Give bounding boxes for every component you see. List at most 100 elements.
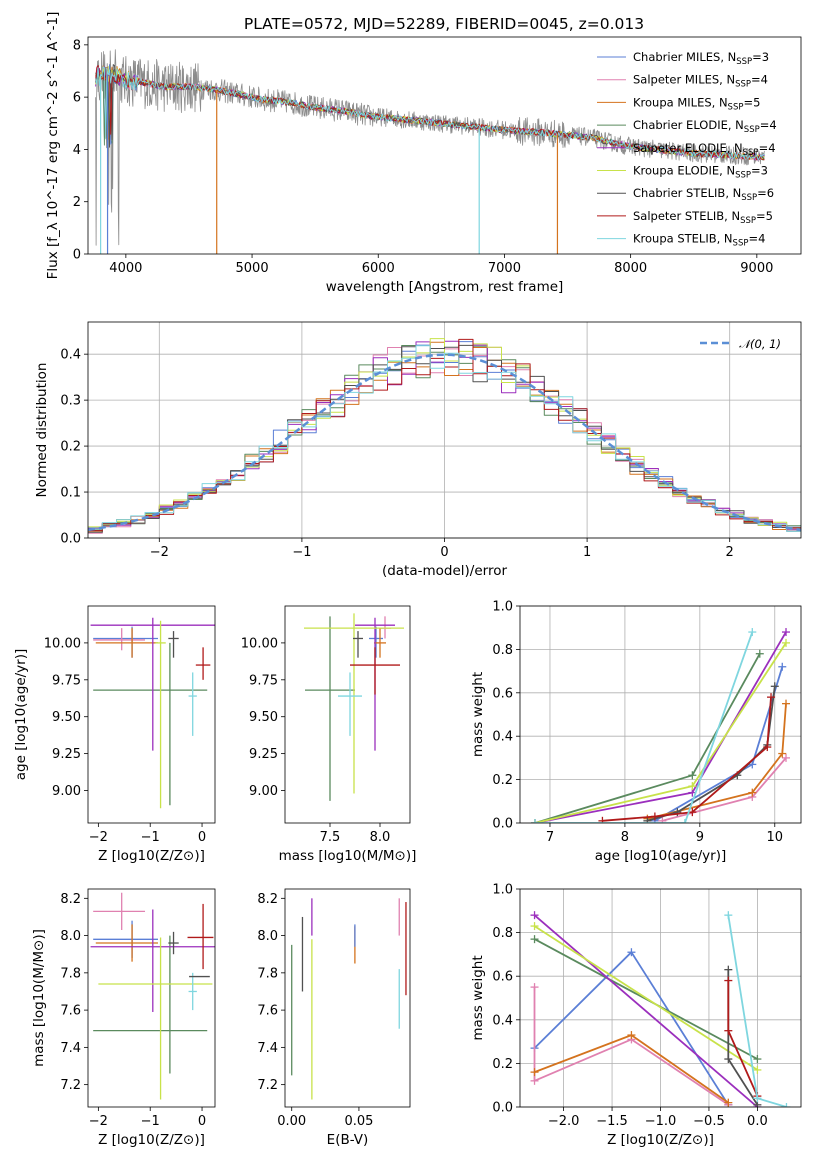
mass-vs-z-xtick-label: −2 (89, 1114, 108, 1129)
mass-vs-ebv-ytick-label: 7.4 (257, 1041, 278, 1056)
spectrum-xtick-label: 4000 (109, 261, 142, 276)
weight-vs-age-line-8 (535, 631, 754, 823)
figure-title: PLATE=0572, MJD=52289, FIBERID=0045, z=0… (244, 15, 644, 33)
mass-vs-z-xlabel: Z [log10(Z/Z⊙)] (98, 1132, 205, 1148)
residuals-ytick-label: 0.3 (60, 394, 81, 409)
weight-vs-age-ytick-label: 0.4 (492, 730, 513, 745)
mass-vs-z-ytick-label: 8.0 (60, 929, 81, 944)
spectrum-ylabel: Flux [f_λ 10^-17 erg cm^-2 s^-1 A^-1] (45, 12, 61, 280)
age-vs-mass-ytick-label: 10.00 (241, 636, 278, 651)
age-vs-mass-plot (304, 613, 404, 801)
spectrum-xtick-label: 7000 (488, 261, 521, 276)
age-vs-mass-ytick-label: 9.00 (249, 784, 278, 799)
spectrum-ytick-label: 0 (73, 248, 81, 263)
mass-vs-ebv-ytick-label: 7.8 (257, 966, 278, 981)
spectrum-ytick-label: 2 (73, 195, 81, 210)
normal-reference-curve (88, 353, 801, 532)
mass-vs-ebv-ytick-label: 8.0 (257, 929, 278, 944)
spectrum-ytick-label: 4 (73, 143, 81, 158)
age-vs-z-xtick-label: −1 (141, 830, 160, 845)
residuals-xtick-label: −2 (150, 545, 169, 560)
weight-vs-age-line-0 (654, 666, 784, 822)
mass-vs-z-ytick-label: 7.8 (60, 966, 81, 981)
spectrum-xlabel: wavelength [Angstrom, rest frame] (326, 279, 564, 295)
mass-vs-ebv-xtick-label: 0.00 (277, 1114, 306, 1129)
spectrum-axes: 4000 5000 6000 7000 8000 9000 0 2 4 6 8 wavelength … (45, 12, 802, 295)
weight-vs-age-xtick-label: 10 (766, 830, 783, 845)
residuals-xtick-label: −1 (292, 545, 311, 560)
weight-vs-age-ytick-label: 0.8 (492, 643, 513, 658)
weight-vs-age-ytick-label: 1.0 (492, 600, 513, 615)
age-vs-z-ytick-label: 9.25 (52, 747, 81, 762)
spectrum-frame (87, 36, 802, 255)
mass-vs-z-ytick-label: 7.6 (60, 1004, 81, 1019)
weight-vs-z-ylabel: mass weight (470, 955, 486, 1040)
weight-vs-age-xtick-label: 7 (546, 830, 554, 845)
weight-vs-z-ytick-label: 0.2 (492, 1057, 513, 1072)
residuals-ytick-label: 0.2 (60, 440, 81, 455)
mass-vs-z-xtick-label: −1 (141, 1114, 160, 1129)
age-vs-z-axes: −2 −1 0 9.00 9.25 9.50 9.75 10.00 Z [log10(Z/Z⊙)… (13, 605, 216, 864)
weight-vs-z-xtick-label: −1.5 (596, 1114, 628, 1129)
weight-vs-z-xtick-label: −2.0 (548, 1114, 580, 1129)
legend-entry: Salpeter ELODIE, NSSP=4 (633, 141, 776, 158)
mass-vs-z-axes: −2 −1 0 7.2 7.4 7.6 7.8 8.0 8.2 Z [log10(Z/Z⊙)] ma… (31, 888, 216, 1148)
residuals-ytick-label: 0.0 (60, 532, 81, 547)
weight-vs-z-line-1 (533, 987, 729, 1106)
age-vs-mass-xtick-label: 8.0 (370, 830, 391, 845)
age-vs-mass-axes: 7.5 8.0 9.00 9.25 9.50 9.75 10.00 mass [log10(M… (241, 605, 417, 864)
residuals-xtick-label: 0 (440, 545, 448, 560)
spectrum-xtick-label: 8000 (614, 261, 647, 276)
weight-vs-z-xtick-label: −1.0 (645, 1114, 677, 1129)
mass-vs-ebv-ytick-label: 7.2 (257, 1078, 278, 1093)
model-spectrum-8 (95, 66, 765, 161)
age-vs-z-ytick-label: 9.00 (52, 784, 81, 799)
spectrum-ytick-label: 6 (73, 91, 81, 106)
age-vs-z-frame (87, 605, 216, 824)
legend-entry: Kroupa ELODIE, NSSP=3 (633, 164, 768, 181)
age-vs-mass-xtick-label: 7.5 (320, 830, 341, 845)
mass-vs-z-ytick-label: 7.4 (60, 1041, 81, 1056)
mass-vs-z-xtick-label: 0 (198, 1114, 206, 1129)
age-vs-mass-ytick-label: 9.25 (249, 747, 278, 762)
weight-vs-z-line-7 (727, 980, 759, 1097)
legend-entry-normal: 𝒩(0, 1) (739, 337, 781, 351)
residuals-xtick-label: 2 (726, 545, 734, 560)
mass-vs-z-plot (90, 892, 215, 1100)
weight-vs-age-line-3 (534, 653, 761, 823)
mass-vs-ebv-ytick-label: 7.6 (257, 1004, 278, 1019)
age-vs-mass-ytick-label: 9.75 (249, 673, 278, 688)
legend-entry: Chabrier STELIB, NSSP=6 (633, 186, 774, 203)
legend-entry: Kroupa MILES, NSSP=5 (633, 95, 760, 112)
weight-vs-age-plot (530, 628, 791, 823)
mass-vs-ebv-xlabel: E(B-V) (327, 1132, 369, 1148)
legend-entry: Salpeter MILES, NSSP=4 (633, 73, 768, 90)
age-vs-mass-frame (284, 605, 411, 824)
spectrum-ytick-label: 8 (73, 38, 81, 53)
weight-vs-z-xlabel: Z [log10(Z/Z⊙)] (607, 1132, 714, 1148)
weight-vs-z-ytick-label: 0.0 (492, 1101, 513, 1116)
mass-vs-ebv-frame (284, 888, 411, 1108)
residuals-axes: −2 −1 0 1 2 0.0 0.1 0.2 0.3 0.4 (data-model)/error… (34, 321, 802, 579)
spectrum-xtick-label: 6000 (362, 261, 395, 276)
age-vs-z-ytick-label: 9.50 (52, 710, 81, 725)
age-vs-z-xtick-label: 0 (198, 830, 206, 845)
residuals-ylabel: Normed distribution (34, 363, 50, 498)
model-spectrum-7 (95, 65, 765, 161)
weight-vs-age-ytick-label: 0.0 (492, 817, 513, 832)
spectrum-xtick-label: 9000 (740, 261, 773, 276)
age-vs-mass-xlabel: mass [log10(M/M⊙)] (279, 848, 417, 864)
mass-vs-z-frame (87, 888, 216, 1108)
weight-vs-age-ytick-label: 0.2 (492, 773, 513, 788)
mass-vs-z-ytick-label: 8.2 (60, 892, 81, 907)
weight-vs-z-plot (530, 911, 791, 1107)
legend-entry: Chabrier MILES, NSSP=3 (633, 50, 769, 67)
mass-vs-ebv-xtick-label: 0.05 (344, 1114, 373, 1129)
spectrum-legend: Chabrier MILES, NSSP=3 Salpeter MILES, NS… (597, 50, 777, 249)
weight-vs-z-ytick-label: 0.4 (492, 1013, 513, 1028)
weight-vs-age-frame (519, 605, 802, 824)
weight-vs-z-ytick-label: 1.0 (492, 883, 513, 898)
weight-vs-age-ylabel: mass weight (470, 672, 486, 757)
weight-vs-age-xtick-label: 9 (696, 830, 704, 845)
spectrum-xtick-label: 5000 (236, 261, 269, 276)
